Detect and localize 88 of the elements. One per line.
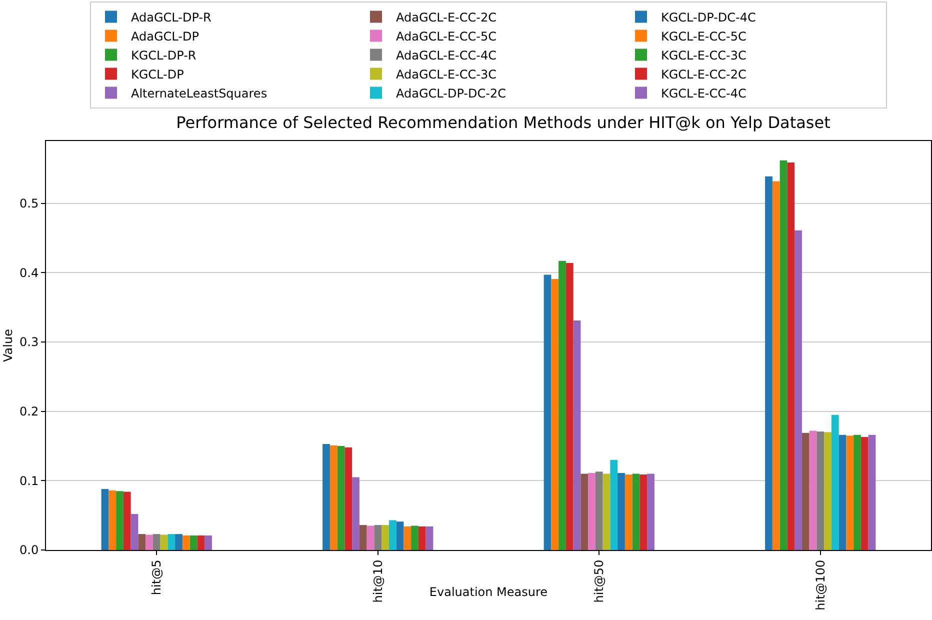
bar (618, 473, 625, 550)
y-tick-label: 0.2 (20, 404, 39, 419)
bar (854, 434, 861, 550)
bar (624, 474, 632, 550)
bar (595, 472, 603, 550)
legend-label: AdaGCL-E-CC-3C (396, 67, 496, 82)
bar (809, 430, 817, 550)
bar (580, 474, 588, 550)
bar (772, 181, 780, 550)
bar (544, 274, 552, 550)
bar (846, 436, 854, 550)
legend-label: AdaGCL-E-CC-2C (396, 10, 496, 24)
legend-label: KGCL-DP-R (131, 48, 196, 62)
bar (418, 526, 426, 550)
bar (344, 447, 352, 550)
bar (337, 446, 345, 550)
y-tick-label: 0.5 (20, 196, 39, 211)
legend-label: AdaGCL-E-CC-4C (396, 48, 496, 62)
bar (831, 414, 839, 550)
bar (787, 162, 795, 550)
bar (802, 432, 810, 550)
bar (138, 534, 146, 550)
bar (352, 477, 360, 550)
bar (588, 473, 596, 550)
y-axis-title: Value (1, 329, 15, 362)
legend-label: KGCL-E-CC-5C (661, 29, 746, 44)
bar (647, 474, 654, 550)
x-axis-title: Evaluation Measure (429, 585, 548, 599)
bar (573, 320, 581, 550)
bar (765, 176, 772, 550)
bar (396, 522, 404, 550)
legend-label: KGCL-E-CC-4C (661, 86, 746, 100)
bar (160, 534, 168, 550)
bar (108, 490, 116, 550)
bar (794, 230, 802, 550)
legend-label: KGCL-DP (131, 67, 184, 82)
bar (359, 525, 367, 550)
legend-label: KGCL-E-CC-2C (661, 67, 746, 82)
bar (175, 534, 182, 550)
bar (190, 535, 198, 550)
y-tick-label: 0.1 (20, 474, 39, 488)
bar (780, 160, 788, 550)
bar (640, 474, 648, 550)
bar (197, 535, 205, 550)
bar (123, 492, 131, 550)
bar (411, 526, 418, 550)
bar (868, 434, 876, 550)
x-tick-label: hit@100 (813, 560, 828, 610)
legend-label: AdaGCL-DP-R (131, 10, 212, 24)
bar (146, 534, 153, 550)
bar (860, 437, 868, 550)
y-tick-label: 0.3 (20, 335, 39, 350)
bar (382, 525, 389, 550)
legend-label: AdaGCL-E-CC-5C (396, 29, 496, 44)
bar (824, 432, 832, 550)
bar (130, 514, 138, 550)
bar (322, 444, 330, 550)
x-tick-label: hit@50 (592, 560, 606, 603)
bar (551, 278, 559, 550)
bar (632, 474, 640, 550)
bar (566, 263, 574, 550)
bar (168, 534, 176, 550)
legend-label: AlternateLeastSquares (131, 86, 268, 100)
x-tick-label: hit@10 (370, 560, 385, 603)
legend-label: KGCL-E-CC-3C (661, 48, 746, 62)
legend-label: KGCL-DP-DC-4C (661, 10, 756, 24)
y-tick-label: 0.0 (20, 543, 39, 558)
y-tick-label: 0.4 (20, 266, 39, 280)
chart-title: Performance of Selected Recommendation Methods under HIT@k on Yelp Dataset (176, 113, 830, 132)
legend-label: AdaGCL-DP-DC-2C (396, 86, 506, 100)
bar (838, 434, 846, 550)
bar (152, 534, 160, 550)
bar (374, 525, 382, 550)
bar (404, 526, 412, 550)
x-tick-label: hit@5 (150, 560, 164, 596)
bar (101, 489, 109, 550)
bar (116, 491, 124, 550)
bar (816, 431, 824, 550)
bar (388, 520, 396, 550)
bar (558, 260, 566, 550)
bar (366, 526, 374, 550)
bar (602, 474, 610, 550)
bar (610, 460, 618, 550)
bar (204, 535, 212, 550)
bar (330, 445, 338, 550)
bar (182, 535, 190, 550)
bar (426, 526, 434, 550)
legend-label: AdaGCL-DP (131, 29, 199, 44)
